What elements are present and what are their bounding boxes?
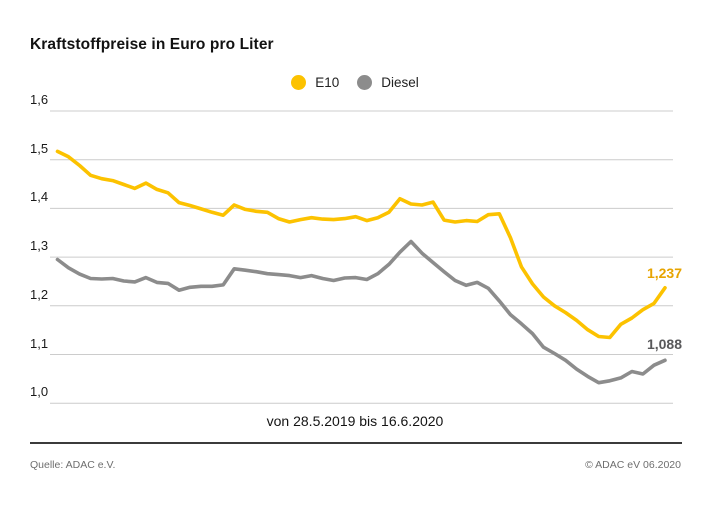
- y-axis-tick-label: 1,4: [30, 189, 49, 204]
- y-axis-tick-label: 1,2: [30, 287, 49, 302]
- x-axis-caption: von 28.5.2019 bis 16.6.2020: [266, 413, 444, 429]
- e10-end-value-label: 1,237: [646, 265, 682, 281]
- y-axis-tick-label: 1,3: [30, 238, 49, 253]
- line-diesel: [55, 239, 667, 385]
- legend-item-e10: E10: [291, 75, 339, 90]
- y-axis-tick-label: 1,5: [30, 141, 49, 156]
- legend-label-diesel: Diesel: [381, 75, 419, 90]
- copyright-note: © ADAC eV 06.2020: [585, 459, 681, 471]
- y-axis-tick-label: 1,0: [30, 384, 49, 399]
- e10-dot-icon: [291, 75, 307, 90]
- line-e10: [55, 149, 667, 340]
- y-axis-tick-label: 1,1: [30, 336, 49, 351]
- chart-legend: E10 Diesel: [0, 75, 710, 90]
- source-note: Quelle: ADAC e.V.: [30, 459, 116, 471]
- legend-item-diesel: Diesel: [357, 75, 419, 90]
- diesel-dot-icon: [357, 75, 373, 90]
- page-title: Kraftstoffpreise in Euro pro Liter: [30, 36, 274, 53]
- footer-divider: [30, 442, 682, 444]
- legend-label-e10: E10: [315, 75, 340, 90]
- y-axis-tick-label: 1,6: [30, 92, 49, 107]
- diesel-end-value-label: 1,088: [646, 336, 682, 352]
